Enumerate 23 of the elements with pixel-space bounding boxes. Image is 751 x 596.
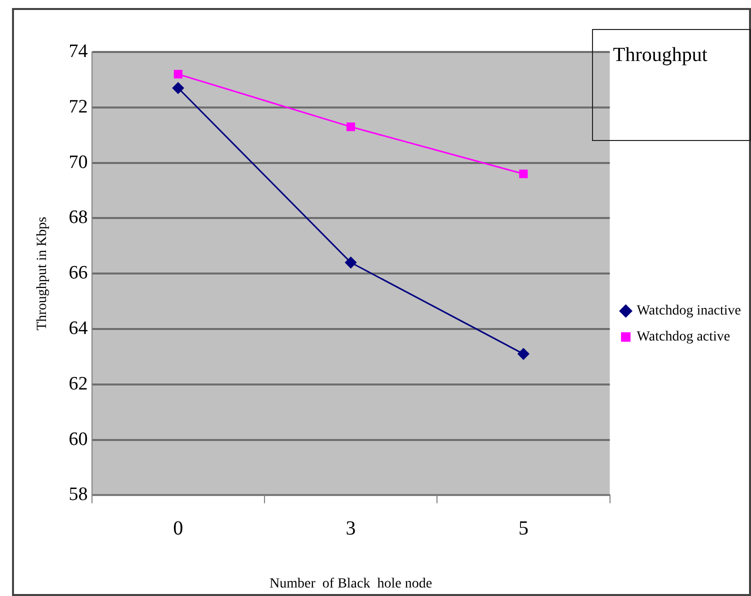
y-tick-label: 66 [68,262,88,284]
point [519,170,528,178]
y-tick-label: 68 [68,207,88,228]
x-axis-title: Number of Black hole node [270,576,432,592]
x-tick-label: 3 [346,517,356,540]
y-tick-label: 64 [68,318,88,339]
y-tick-label: 60 [68,428,88,450]
legend-label: Watchdog active [636,330,730,345]
point [345,256,357,268]
x-tick-label: 0 [173,517,184,540]
y-axis-title: Throughput in Kbps [35,216,50,330]
y-tick-label: 70 [68,152,88,173]
x-tick-label: 5 [518,517,528,540]
y-tick-label: 74 [68,40,88,62]
point [172,82,184,94]
point [518,348,530,360]
text: Throughput [592,29,751,141]
y-tick-label: 62 [68,373,88,394]
y-tick-label: 58 [68,484,88,506]
y-tick-label: 72 [68,96,88,118]
point [346,122,356,132]
legend-label: Watchdog inactive [636,304,742,319]
point [174,70,182,78]
